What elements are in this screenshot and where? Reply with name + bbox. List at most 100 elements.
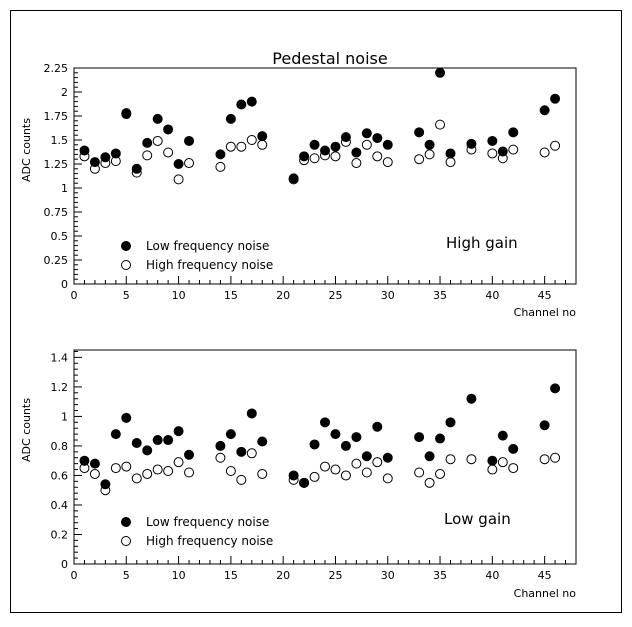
high-gain-low-frequency-point [361, 128, 372, 139]
high-gain-y-tick-label: 0.25 [44, 254, 69, 267]
low-gain-high-frequency-point [550, 452, 561, 463]
high-gain-low-frequency-point [435, 67, 446, 78]
high-gain-x-tick-label: 25 [328, 289, 342, 302]
high-gain-low-frequency-point [121, 108, 132, 119]
high-gain-low-frequency-point [539, 105, 550, 116]
high-gain-legend-label: Low frequency noise [146, 239, 269, 253]
low-gain-y-tick-label: 0.6 [51, 469, 69, 482]
low-gain-low-frequency-point [236, 446, 247, 457]
low-gain-low-frequency-point [414, 432, 425, 443]
high-gain-high-frequency-point [351, 158, 362, 169]
high-gain-high-frequency-point [152, 135, 163, 146]
high-gain-low-frequency-point [100, 152, 111, 163]
high-gain-low-frequency-point [246, 96, 257, 107]
low-gain-high-frequency-point [215, 452, 226, 463]
high-gain-low-frequency-point [131, 163, 142, 174]
low-gain-low-frequency-point [131, 437, 142, 448]
low-gain-y-tick-label: 0.8 [51, 440, 69, 453]
high-gain-low-frequency-point [79, 145, 90, 156]
high-gain-x-tick-label: 15 [224, 289, 238, 302]
high-gain-high-frequency-point [424, 149, 435, 160]
high-gain-x-tick-label: 45 [538, 289, 552, 302]
high-gain-high-frequency-point [435, 119, 446, 130]
low-gain-low-frequency-point [246, 408, 257, 419]
low-gain-y-tick-label: 0.2 [51, 528, 69, 541]
high-gain-high-frequency-point [163, 147, 174, 158]
low-gain-legend-marker [121, 517, 131, 527]
low-gain-low-frequency-point [89, 458, 100, 469]
high-gain-low-frequency-point [173, 159, 184, 169]
high-gain-y-tick-label: 1 [61, 182, 68, 195]
low-gain-low-frequency-point [110, 429, 121, 440]
low-gain-high-frequency-point [236, 474, 247, 485]
low-gain-x-tick-label: 45 [538, 569, 552, 582]
low-gain-high-frequency-point [424, 477, 435, 488]
low-gain-x-tick-label: 25 [328, 569, 342, 582]
low-gain-high-frequency-point [487, 464, 498, 475]
low-gain-low-frequency-point [330, 429, 341, 440]
low-gain-high-frequency-point [173, 457, 184, 468]
low-gain-low-frequency-point [361, 451, 372, 462]
low-gain-high-frequency-point [110, 463, 121, 474]
low-gain-high-frequency-point [89, 468, 100, 479]
high-gain-low-frequency-point [414, 127, 425, 138]
low-gain-high-frequency-point [320, 461, 330, 472]
low-gain-high-frequency-point [257, 468, 268, 479]
high-gain-x-axis-label: Channel no [514, 306, 577, 319]
low-gain-legend-label: Low frequency noise [146, 515, 269, 529]
low-gain-legend-marker [121, 536, 131, 546]
low-gain-x-tick-label: 35 [433, 569, 447, 582]
low-gain-y-tick-label: 1 [61, 410, 68, 423]
high-gain-high-frequency-point [184, 158, 195, 169]
low-gain-high-frequency-point [361, 467, 372, 478]
low-gain-low-frequency-point [215, 440, 226, 451]
low-gain-high-frequency-point [351, 458, 362, 469]
low-gain-high-frequency-point [497, 457, 508, 468]
high-gain-y-tick-label: 2 [61, 86, 68, 99]
high-gain-high-frequency-point [257, 139, 268, 150]
high-gain-low-frequency-point [225, 113, 236, 124]
high-gain-low-frequency-point [508, 127, 519, 138]
low-gain-y-tick-label: 1.4 [51, 351, 69, 364]
low-gain-low-frequency-point [79, 455, 90, 466]
high-gain-low-frequency-point [330, 141, 341, 152]
low-gain-low-frequency-point [100, 479, 111, 490]
high-gain-high-frequency-point [142, 150, 153, 161]
high-gain-low-frequency-point [142, 137, 153, 148]
low-gain-y-axis-label: ADC counts [20, 398, 33, 462]
high-gain-high-frequency-point [215, 161, 226, 172]
low-gain-y-tick-label: 0.4 [51, 499, 69, 512]
high-gain-low-frequency-point [89, 157, 100, 168]
low-gain-high-frequency-point [466, 454, 477, 465]
low-gain-y-tick-label: 0 [61, 558, 68, 571]
low-gain-legend-label: High frequency noise [146, 534, 273, 548]
low-gain-low-frequency-point [225, 429, 236, 440]
high-gain-high-frequency-point [361, 139, 372, 150]
high-gain-low-frequency-point [309, 139, 320, 150]
low-gain-high-frequency-point [372, 457, 383, 468]
high-gain-high-frequency-point [246, 135, 257, 145]
high-gain-y-axis-label: ADC counts [20, 118, 33, 182]
low-gain-high-frequency-point [225, 466, 236, 477]
high-gain-low-frequency-point [424, 139, 435, 150]
high-gain-low-frequency-point [184, 135, 195, 146]
low-gain-low-frequency-point [445, 417, 456, 428]
low-gain-high-frequency-point [152, 464, 163, 475]
high-gain-x-tick-label: 40 [485, 289, 499, 302]
low-gain-low-frequency-point [163, 435, 174, 446]
high-gain-annotation: High gain [446, 234, 518, 252]
high-gain-low-frequency-point [382, 139, 393, 150]
high-gain-panel: 0 5 10 15 20 25 30 35 40 45 0 0.25 0.5 0.75 1 1.25 1.5 1.… [20, 62, 577, 319]
low-gain-x-tick-label: 30 [381, 569, 395, 582]
low-gain-high-frequency-point [142, 468, 153, 479]
high-gain-high-frequency-point [330, 151, 341, 162]
low-gain-x-axis-label: Channel no [514, 587, 577, 600]
high-gain-low-frequency-point [236, 99, 247, 110]
high-gain-y-tick-label: 0.75 [44, 206, 69, 219]
low-gain-low-frequency-point [142, 445, 153, 456]
low-gain-low-frequency-point [382, 452, 393, 463]
high-gain-high-frequency-point [173, 174, 184, 185]
high-gain-high-frequency-point [309, 153, 320, 164]
